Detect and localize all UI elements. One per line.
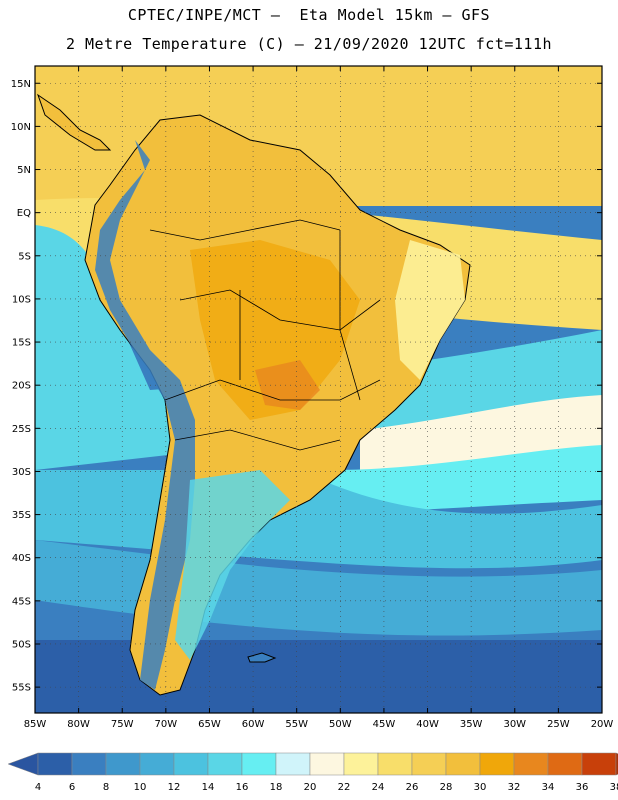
colorbar-swatch xyxy=(37,752,73,776)
warm-core-region xyxy=(190,240,360,420)
lon-tick-label: 25W xyxy=(547,719,570,730)
colorbar-label: 32 xyxy=(508,782,521,793)
lon-tick-label: 45W xyxy=(373,719,396,730)
lat-tick-label: 5S xyxy=(18,251,31,262)
northeast-brazil-region xyxy=(395,240,465,380)
lat-tick-label: 10N xyxy=(11,122,31,133)
colorbar-label: 4 xyxy=(35,782,41,793)
lon-tick-label: 80W xyxy=(67,719,90,730)
country-borders xyxy=(149,219,381,451)
lat-tick-label: 25S xyxy=(12,424,31,435)
lon-tick-label: 60W xyxy=(242,719,265,730)
colorbar-label: 18 xyxy=(270,782,283,793)
colorbar-swatch xyxy=(207,752,243,776)
ocean-band-deepblue xyxy=(35,640,602,713)
lon-tick-label: 65W xyxy=(198,719,221,730)
colorbar-label: 14 xyxy=(202,782,215,793)
colorbar-label: 10 xyxy=(134,782,147,793)
lon-tick-label: 20W xyxy=(591,719,614,730)
map-title-line-1: CPTEC/INPE/MCT – Eta Model 15km – GFS xyxy=(127,6,491,24)
lat-tick-label: 55S xyxy=(12,683,31,694)
colorbar-swatch xyxy=(411,752,447,776)
lon-tick-label: 40W xyxy=(416,719,439,730)
falkland-islands xyxy=(247,652,277,663)
colorbar-label: 26 xyxy=(406,782,419,793)
andes-cold-region xyxy=(95,140,195,690)
colorbar-swatch xyxy=(343,752,379,776)
axis-ticks: 15N 10N 5N EQ 5S 10S 15S 20S 25S 30S 35S 40S 45S 50S 5… xyxy=(11,66,614,730)
lat-tick-label: 40S xyxy=(12,553,31,564)
lon-tick-label: 30W xyxy=(503,719,526,730)
patagonia-cool-region xyxy=(175,470,290,660)
colorbar-label: 34 xyxy=(542,782,555,793)
lon-tick-label: 75W xyxy=(111,719,134,730)
colorbar-swatch xyxy=(309,752,345,776)
temperature-map: 15N 10N 5N EQ 5S 10S 15S 20S 25S 30S 35S 40S 45S 50S 5… xyxy=(11,65,614,730)
lon-tick-label: 35W xyxy=(460,719,483,730)
lat-tick-label: 15S xyxy=(12,338,31,349)
colorbar: 4 6 8 10 12 14 16 18 20 22 24 26 28 30 32 34 36 38 xyxy=(7,752,618,793)
colorbar-label: 16 xyxy=(236,782,249,793)
colorbar-label: 8 xyxy=(103,782,109,793)
lon-tick-label: 50W xyxy=(329,719,352,730)
colorbar-label: 20 xyxy=(304,782,317,793)
colorbar-swatch xyxy=(377,752,413,776)
colorbar-swatch xyxy=(581,752,617,776)
lat-tick-label: 45S xyxy=(12,596,31,607)
colorbar-label: 38 xyxy=(610,782,618,793)
lat-tick-label: 10S xyxy=(12,294,31,305)
lat-tick-label: 20S xyxy=(12,381,31,392)
central-america xyxy=(37,93,112,151)
colorbar-swatch xyxy=(241,752,277,776)
colorbar-label: 12 xyxy=(168,782,181,793)
lon-tick-label: 55W xyxy=(285,719,308,730)
colorbar-label: 24 xyxy=(372,782,385,793)
lat-tick-label: 50S xyxy=(12,639,31,650)
colorbar-label: 36 xyxy=(576,782,589,793)
lon-tick-label: 70W xyxy=(155,719,178,730)
lon-tick-label: 85W xyxy=(24,719,47,730)
colorbar-swatch xyxy=(105,752,141,776)
lat-tick-label: 5N xyxy=(17,165,31,176)
colorbar-swatch xyxy=(71,752,107,776)
map-title-line-2: 2 Metre Temperature (C) – 21/09/2020 12U… xyxy=(65,35,553,53)
colorbar-label: 30 xyxy=(474,782,487,793)
colorbar-swatch xyxy=(275,752,311,776)
map-frame xyxy=(34,65,603,714)
ocean-band-lightcyan xyxy=(330,445,602,515)
colorbar-swatch xyxy=(139,752,175,776)
colorbar-swatch xyxy=(173,752,209,776)
colorbar-label: 6 xyxy=(69,782,75,793)
colorbar-swatch xyxy=(445,752,481,776)
colorbar-swatch xyxy=(547,752,583,776)
lat-tick-label: 35S xyxy=(12,510,31,521)
colorbar-swatch xyxy=(513,752,549,776)
colorbar-label: 28 xyxy=(440,782,453,793)
lat-tick-label: EQ xyxy=(17,208,31,219)
lat-tick-label: 30S xyxy=(12,467,31,478)
colorbar-swatch xyxy=(479,752,515,776)
lat-tick-label: 15N xyxy=(11,79,31,90)
ocean-band-cream xyxy=(360,395,602,480)
colorbar-under-arrow xyxy=(7,752,39,776)
colorbar-label: 22 xyxy=(338,782,351,793)
